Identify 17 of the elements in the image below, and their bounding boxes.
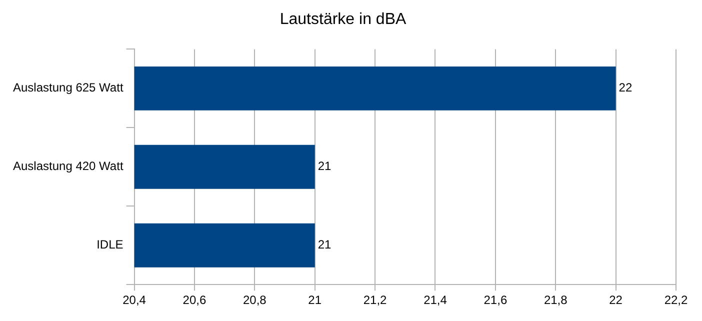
y-tick-label: Auslastung 420 Watt	[12, 159, 124, 174]
data-label: 22	[618, 80, 632, 95]
x-tick-label: 20,4	[122, 293, 146, 308]
x-tick-label: 22,2	[664, 293, 688, 308]
x-tick-label: 21	[308, 293, 322, 308]
x-tick-label: 21,6	[484, 293, 508, 308]
data-label: 21	[318, 238, 332, 252]
x-tick-label: 20,8	[242, 293, 267, 308]
y-tick-label: IDLE	[96, 238, 124, 252]
x-tick-label: 20,6	[182, 293, 206, 308]
x-tick-label: 21,2	[363, 293, 388, 308]
x-tick-label: 21,4	[424, 293, 448, 308]
x-tick-label: 22	[609, 293, 623, 308]
chart-title: Lautstärke in dBA	[280, 11, 406, 28]
x-tick-label: 21,8	[544, 293, 568, 308]
y-tick-label: Auslastung 625 Watt	[12, 80, 124, 95]
data-label: 21	[318, 159, 332, 174]
